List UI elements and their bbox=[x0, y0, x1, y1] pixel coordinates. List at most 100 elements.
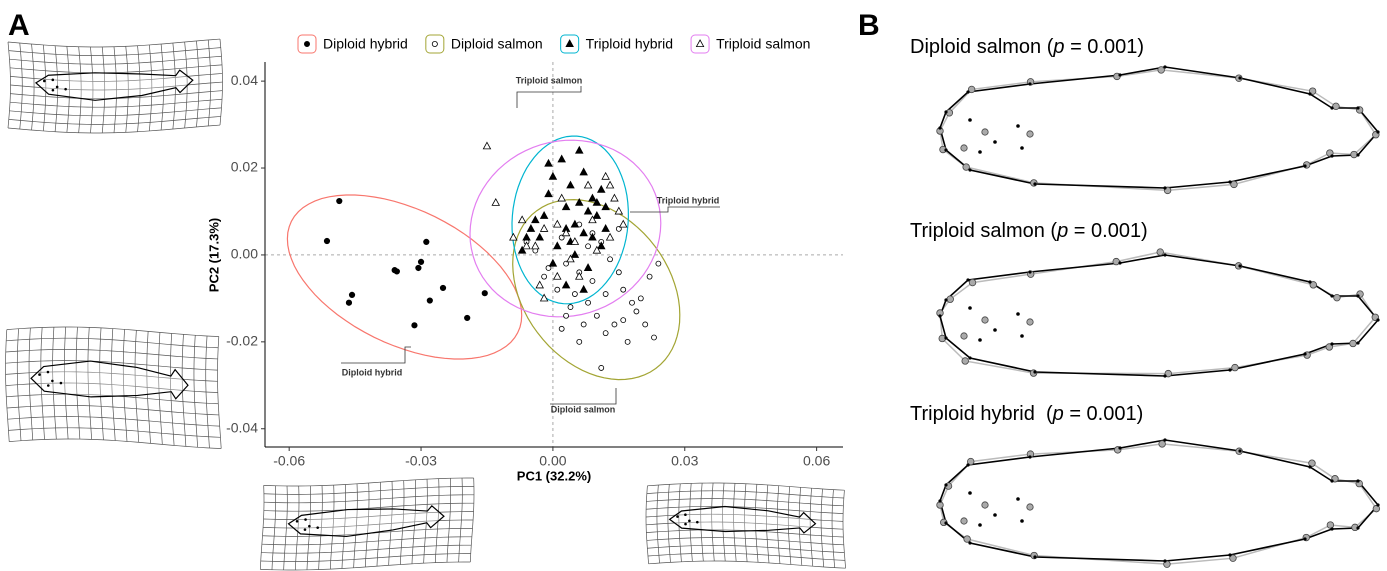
grid-line bbox=[9, 55, 222, 65]
landmark bbox=[981, 316, 989, 324]
grid-line bbox=[263, 477, 474, 487]
confidence-ellipse bbox=[286, 194, 523, 360]
landmark bbox=[993, 513, 997, 517]
grid-line bbox=[5, 382, 218, 393]
grid-line bbox=[7, 41, 11, 129]
point bbox=[574, 145, 584, 154]
landmark bbox=[1230, 180, 1238, 189]
landmark bbox=[1033, 555, 1037, 559]
legend-label: Triploid salmon bbox=[716, 36, 810, 52]
grid-line bbox=[7, 416, 220, 427]
landmark bbox=[1376, 318, 1380, 322]
landmark bbox=[966, 278, 970, 282]
comparison-title: Triploid hybrid (p = 0.001) bbox=[910, 403, 1143, 425]
landmark bbox=[1028, 82, 1032, 86]
point bbox=[539, 224, 549, 232]
landmark bbox=[1326, 521, 1335, 529]
landmark bbox=[1350, 150, 1358, 159]
landmark bbox=[1020, 519, 1024, 523]
point bbox=[557, 154, 566, 163]
landmark bbox=[51, 78, 55, 82]
point bbox=[629, 299, 635, 306]
legend-marker bbox=[695, 39, 705, 47]
landmark bbox=[51, 88, 55, 92]
point bbox=[601, 202, 610, 211]
landmark bbox=[1376, 130, 1380, 134]
grid-line bbox=[9, 64, 223, 74]
annotation-leader bbox=[630, 206, 720, 213]
landmark bbox=[1163, 559, 1167, 563]
landmark bbox=[967, 457, 975, 466]
point bbox=[618, 219, 628, 228]
point bbox=[558, 234, 565, 241]
point bbox=[655, 260, 662, 267]
landmark bbox=[1156, 248, 1164, 256]
landmark bbox=[1309, 281, 1317, 289]
landmark bbox=[688, 519, 691, 523]
landmark bbox=[303, 528, 307, 531]
annotation: Triploid salmon bbox=[516, 75, 583, 85]
title-part: p bbox=[1052, 403, 1064, 425]
point bbox=[593, 312, 600, 319]
point bbox=[558, 325, 565, 332]
point bbox=[561, 202, 571, 211]
landmark bbox=[1112, 257, 1120, 266]
panel-label: B bbox=[858, 9, 880, 42]
grid-line bbox=[647, 482, 845, 491]
point bbox=[605, 232, 615, 241]
outline bbox=[287, 504, 445, 538]
point bbox=[566, 254, 575, 263]
grid-line bbox=[646, 537, 844, 546]
grid-line bbox=[263, 486, 474, 495]
grid-line bbox=[261, 536, 472, 546]
landmark bbox=[1118, 73, 1122, 77]
landmark bbox=[1026, 318, 1034, 326]
landmark bbox=[968, 278, 977, 287]
point bbox=[596, 184, 606, 193]
point bbox=[607, 256, 613, 263]
y-tick-label: 0.04 bbox=[231, 72, 258, 88]
landmark bbox=[1030, 179, 1038, 187]
landmark bbox=[962, 163, 970, 171]
landmark bbox=[55, 85, 59, 89]
point bbox=[585, 299, 591, 306]
point bbox=[620, 317, 627, 324]
landmark bbox=[684, 513, 687, 517]
grid-line bbox=[217, 336, 222, 449]
point bbox=[592, 245, 602, 254]
landmark bbox=[1118, 261, 1122, 265]
annotation-leader bbox=[341, 346, 411, 364]
point bbox=[539, 293, 549, 302]
point bbox=[535, 232, 544, 241]
landmark bbox=[993, 140, 997, 144]
landmark bbox=[1118, 446, 1122, 450]
point bbox=[554, 286, 561, 293]
legend-marker bbox=[565, 39, 574, 47]
shape-comparison bbox=[936, 438, 1381, 568]
landmark bbox=[978, 338, 982, 342]
landmark bbox=[1356, 479, 1360, 483]
landmark bbox=[968, 306, 972, 310]
point bbox=[624, 338, 631, 345]
grid-line bbox=[7, 124, 221, 134]
landmark bbox=[978, 523, 982, 527]
grid-line bbox=[9, 107, 222, 117]
landmark bbox=[64, 87, 67, 91]
confidence-ellipse bbox=[511, 135, 630, 305]
landmark bbox=[966, 463, 970, 467]
point bbox=[574, 271, 584, 280]
point bbox=[548, 258, 558, 267]
deformation-grid bbox=[645, 482, 846, 569]
landmark bbox=[1303, 352, 1307, 356]
legend-label: Triploid hybrid bbox=[586, 36, 673, 52]
landmark bbox=[961, 357, 969, 365]
landmark bbox=[1157, 66, 1165, 74]
landmark bbox=[46, 370, 50, 374]
landmark bbox=[1308, 280, 1312, 284]
legend-marker bbox=[303, 41, 310, 48]
point bbox=[393, 268, 400, 275]
point bbox=[583, 206, 593, 215]
point bbox=[323, 237, 331, 245]
point bbox=[566, 180, 575, 189]
